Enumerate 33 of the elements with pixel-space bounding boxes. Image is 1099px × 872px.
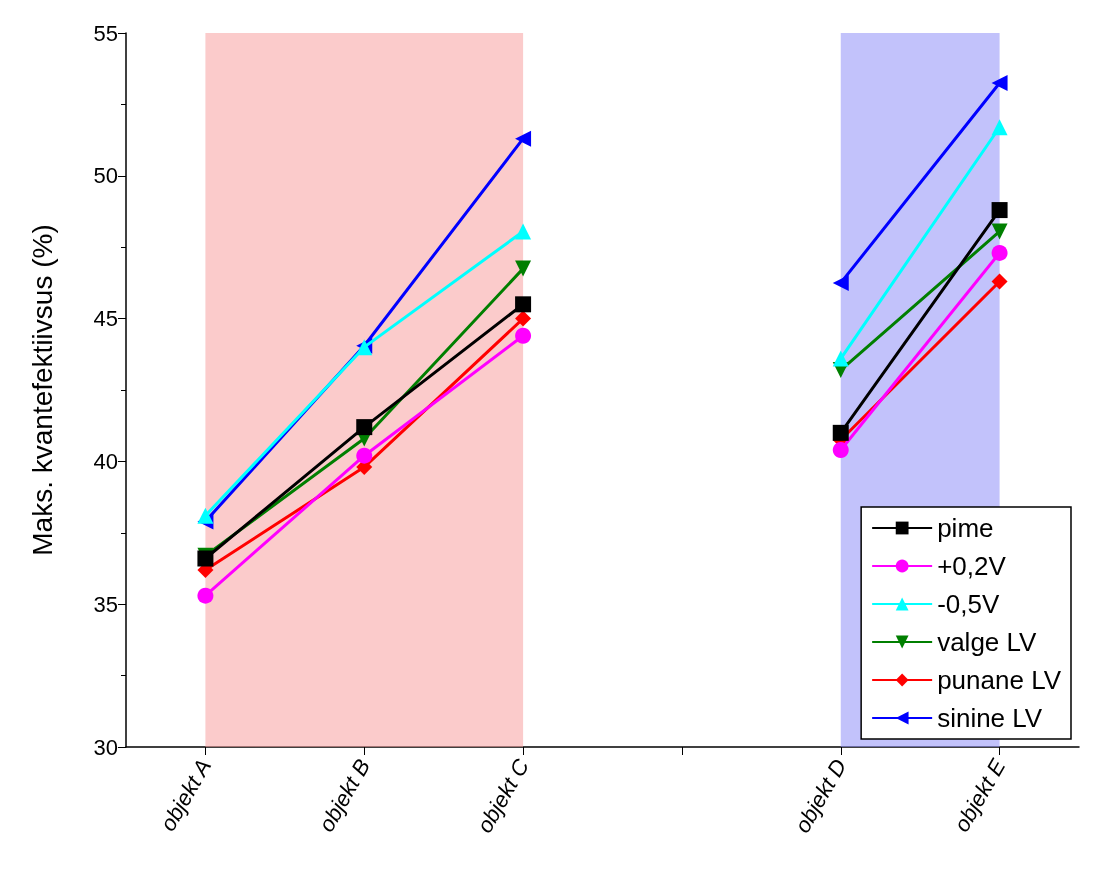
point [991, 119, 1008, 136]
legend-label: pime [937, 513, 994, 543]
point [356, 419, 373, 436]
y-tick-label: 35 [93, 591, 118, 617]
y-tick-label: 30 [93, 734, 118, 760]
y-tick-label: 50 [93, 163, 118, 189]
point [515, 223, 532, 240]
y-axis-title: Maks. kvantefektiivsus (%) [26, 224, 58, 556]
legend-label: +0,2V [937, 551, 1007, 581]
legend-label: valge LV [937, 627, 1038, 657]
point [197, 507, 214, 524]
point [515, 296, 532, 313]
point [991, 74, 1008, 91]
point [515, 310, 532, 327]
y-tick-label: 55 [93, 20, 118, 46]
point [197, 587, 214, 604]
point [515, 327, 532, 344]
point [515, 130, 532, 147]
point [832, 274, 849, 291]
legend-label: punane LV [937, 665, 1062, 695]
legend-label: sinine LV [937, 703, 1043, 733]
point [832, 441, 849, 458]
y-tick-label: 40 [93, 448, 118, 474]
point [991, 244, 1008, 261]
point [832, 350, 849, 367]
point [515, 260, 532, 277]
point [832, 424, 849, 441]
y-tick-label: 45 [93, 306, 118, 332]
legend-label: -0,5V [937, 589, 1000, 619]
point [991, 202, 1008, 219]
point [356, 447, 373, 464]
point [991, 273, 1008, 290]
point [991, 223, 1008, 240]
